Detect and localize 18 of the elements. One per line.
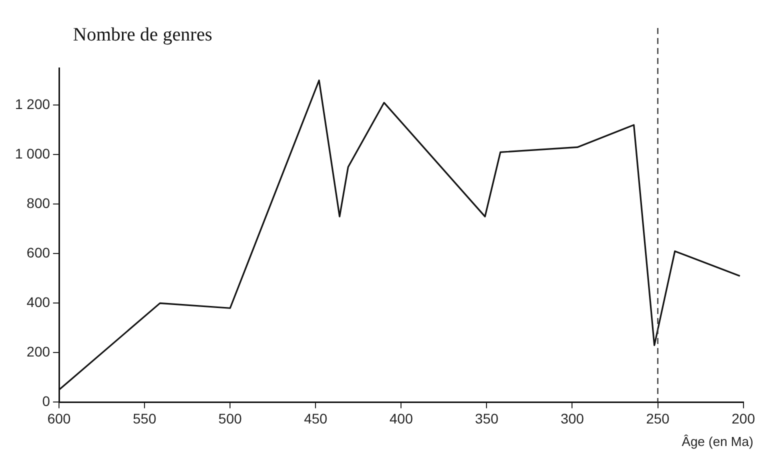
x-axis-title: Âge (en Ma) — [682, 434, 754, 450]
y-tick-label: 0 — [42, 393, 50, 410]
y-axis-title: Nombre de genres — [73, 24, 212, 46]
y-tick-label: 600 — [26, 244, 50, 261]
y-tick-label: 1 200 — [14, 96, 50, 112]
x-tick-label: 450 — [304, 410, 328, 426]
x-tick-label: 400 — [390, 410, 414, 426]
y-tick-label: 200 — [26, 344, 50, 360]
x-tick-label: 200 — [732, 410, 756, 426]
y-tick-label: 800 — [26, 195, 50, 212]
x-tick-label: 550 — [132, 410, 156, 426]
x-tick-label: 500 — [218, 410, 242, 426]
x-tick-label: 350 — [475, 410, 499, 426]
x-tick-label: 300 — [560, 410, 584, 426]
y-tick-label: 1 000 — [14, 146, 50, 162]
x-tick-label: 250 — [646, 410, 670, 426]
x-tick-label: 600 — [47, 410, 71, 426]
y-tick-label: 400 — [26, 294, 50, 310]
